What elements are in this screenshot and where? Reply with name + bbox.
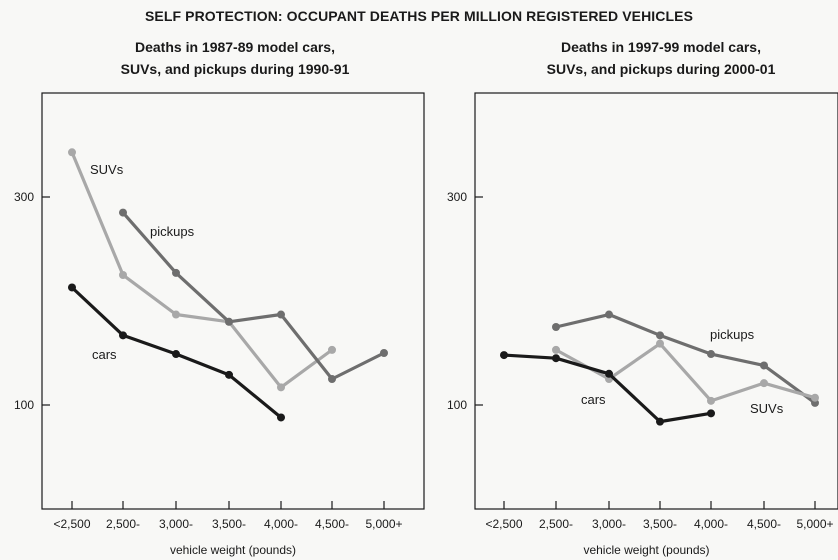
- right-x-tick-label: 5,000+: [796, 517, 833, 531]
- left-suvs-data-point: [119, 271, 127, 279]
- right-x-tick-label: 3,000-: [592, 517, 626, 531]
- left-x-tick-label: 4,000-: [264, 517, 298, 531]
- left-x-tick-label: 3,000-: [159, 517, 193, 531]
- left-pickups-data-point: [328, 375, 336, 383]
- left-chart-subtitle-line: SUVs, and pickups during 1990-91: [121, 61, 350, 77]
- left-cars-data-point: [68, 283, 76, 292]
- left-suvs-series-label: SUVs: [90, 162, 124, 177]
- right-cars-series-label: cars: [581, 392, 606, 407]
- right-x-tick-label: 4,000-: [694, 517, 728, 531]
- left-x-tick-label: 4,500-: [315, 517, 349, 531]
- right-suvs-series-label: SUVs: [750, 401, 784, 416]
- right-suvs-series-line: [554, 342, 817, 403]
- left-pickups-data-point: [380, 349, 388, 357]
- left-cars-data-point: [277, 413, 285, 422]
- left-y-tick-label: 100: [14, 398, 34, 412]
- left-cars-data-point: [119, 331, 127, 340]
- left-suvs-data-point: [277, 383, 285, 392]
- left-suvs-data-point: [68, 148, 76, 157]
- main-title: SELF PROTECTION: OCCUPANT DEATHS PER MIL…: [144, 8, 694, 24]
- right-suvs-data-point: [707, 396, 715, 405]
- left-cars-data-point: [225, 370, 233, 379]
- right-x-tick-label: 2,500-: [539, 517, 573, 531]
- right-plot-frame: [474, 92, 838, 510]
- right-pickups-data-point: [760, 361, 768, 370]
- left-x-tick-label: <2,500: [53, 517, 90, 531]
- left-cars-data-point: [172, 350, 180, 359]
- right-x-tick-label: <2,500: [485, 517, 522, 531]
- right-y-tick-label: 100: [447, 398, 467, 412]
- right-cars-data-point: [500, 351, 508, 360]
- left-suvs-series-line: [70, 150, 334, 389]
- right-suvs-data-point: [760, 379, 768, 388]
- right-pickups-series-label: pickups: [710, 327, 755, 342]
- right-x-axis-title: vehicle weight (pounds): [583, 543, 709, 557]
- left-x-tick-label: 3,500-: [212, 517, 246, 531]
- left-pickups-series-label: pickups: [150, 224, 195, 239]
- right-suvs-data-point: [656, 339, 664, 348]
- right-chart-subtitle-line: Deaths in 1997-99 model cars,: [561, 39, 761, 55]
- right-suvs-data-point: [552, 345, 560, 354]
- right-cars-data-point: [605, 369, 613, 378]
- left-y-tick-label: 300: [14, 190, 34, 204]
- right-pickups-data-point: [605, 310, 613, 319]
- left-chart-subtitle-line: Deaths in 1987-89 model cars,: [135, 39, 335, 55]
- left-cars-series-label: cars: [92, 347, 117, 362]
- right-x-tick-label: 4,500-: [747, 517, 781, 531]
- left-pickups-data-point: [172, 268, 180, 277]
- right-chart-subtitle-line: SUVs, and pickups during 2000-01: [547, 61, 776, 77]
- left-suvs-data-point: [328, 345, 336, 354]
- left-suvs-data-point: [172, 310, 180, 319]
- right-cars-data-point: [707, 409, 715, 418]
- right-pickups-data-point: [552, 323, 560, 331]
- right-y-tick-label: 300: [447, 190, 467, 204]
- left-x-axis-title: vehicle weight (pounds): [170, 543, 296, 557]
- left-pickups-data-point: [119, 208, 127, 217]
- right-cars-data-point: [552, 354, 560, 363]
- left-x-tick-label: 2,500-: [106, 517, 140, 531]
- left-plot-frame: [41, 92, 425, 510]
- left-pickups-data-point: [277, 310, 285, 319]
- left-pickups-series-line: [121, 211, 386, 381]
- right-pickups-series-line: [554, 312, 817, 405]
- right-x-tick-label: 3,500-: [643, 517, 677, 531]
- right-pickups-data-point: [707, 350, 715, 359]
- right-suvs-data-point: [811, 393, 819, 402]
- left-pickups-data-point: [225, 317, 233, 326]
- right-pickups-data-point: [656, 331, 664, 340]
- right-cars-data-point: [656, 417, 664, 426]
- left-x-tick-label: 5,000+: [365, 517, 402, 531]
